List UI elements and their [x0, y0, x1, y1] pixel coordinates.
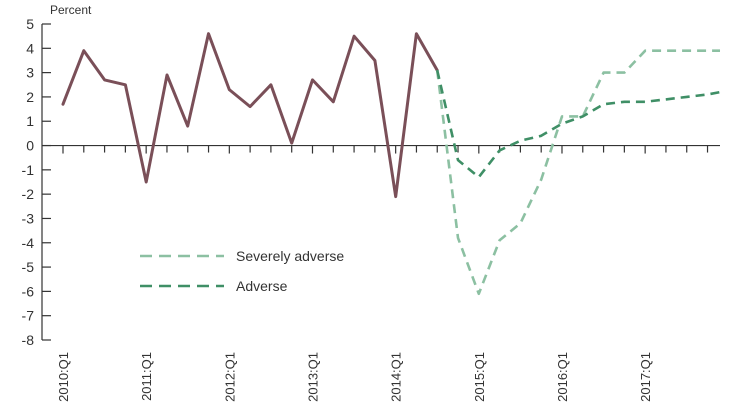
series-line-historical: [61, 32, 439, 199]
y-tick-label: -7: [22, 308, 35, 324]
y-tick-label: 4: [26, 40, 34, 56]
y-tick-label: -1: [22, 162, 35, 178]
x-tick-label: 2014:Q1: [389, 352, 404, 402]
y-tick-label: 3: [26, 65, 34, 81]
series-line-adverse: [435, 69, 721, 179]
y-tick-label: 2: [26, 89, 34, 105]
y-tick-label: -8: [22, 332, 35, 348]
y-tick-label: 5: [26, 16, 34, 32]
y-axis-unit-label: Percent: [50, 3, 92, 17]
x-tick-label: 2012:Q1: [222, 352, 237, 402]
x-tick-label: 2015:Q1: [472, 352, 487, 402]
x-tick-label: 2011:Q1: [139, 352, 154, 401]
legend-label: Adverse: [236, 278, 288, 294]
y-tick-label: -6: [22, 283, 35, 299]
y-tick-label: 1: [26, 113, 34, 129]
x-tick-label: 2013:Q1: [305, 352, 320, 402]
x-tick-label: 2016:Q1: [555, 352, 570, 402]
series-line-severely-adverse: [435, 49, 720, 296]
y-tick-label: -2: [22, 186, 35, 202]
y-tick-label: -3: [22, 210, 35, 226]
legend-label: Severely adverse: [236, 248, 344, 264]
y-tick-label: 0: [26, 138, 34, 154]
x-tick-label: 2010:Q1: [56, 352, 71, 402]
y-tick-label: -4: [22, 235, 35, 251]
y-tick-label: -5: [22, 259, 35, 275]
x-tick-label: 2017:Q1: [638, 352, 653, 402]
